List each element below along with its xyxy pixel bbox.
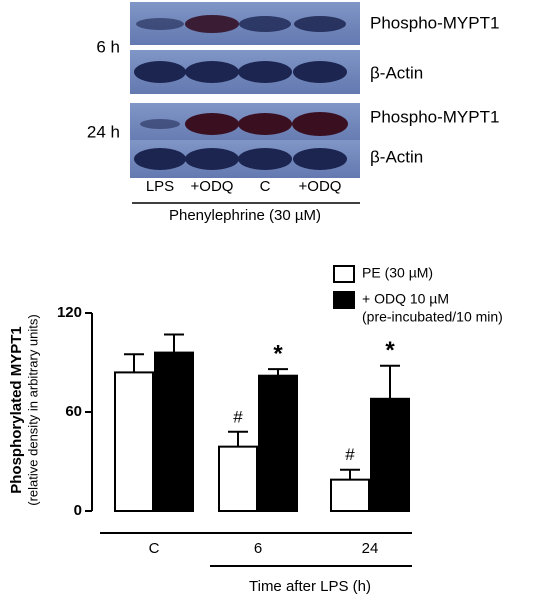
y-axis-subtitle: (relative density in arbitrary units) <box>25 314 40 505</box>
row-label: β-Actin <box>370 63 423 82</box>
significance-mark: # <box>345 445 355 464</box>
bar <box>330 478 370 512</box>
time-label: 24 h <box>87 122 120 141</box>
significance-mark: * <box>273 340 283 367</box>
x-tick-label: 6 <box>254 540 262 557</box>
legend-swatch <box>333 265 355 283</box>
significance-mark: # <box>233 407 243 426</box>
bar <box>114 371 154 512</box>
x-tick-label: C <box>149 540 160 557</box>
legend-note: (pre-incubated/10 min) <box>362 309 503 325</box>
bar <box>258 374 298 513</box>
y-tick-label: 120 <box>57 304 82 321</box>
lane-label: C <box>260 178 271 195</box>
treatment-label: Phenylephrine (30 µM) <box>169 207 321 224</box>
bar <box>370 397 410 512</box>
blot <box>130 2 360 204</box>
row-label: β-Actin <box>370 147 423 166</box>
bar <box>218 445 258 512</box>
lane-label: +ODQ <box>299 178 342 195</box>
lane-label: LPS <box>146 178 174 195</box>
time-label: 6 h <box>96 37 120 56</box>
legend-swatch <box>333 291 355 309</box>
y-tick-label: 60 <box>65 403 82 420</box>
y-axis-title: Phosphorylated MYPT1 <box>8 326 25 494</box>
significance-mark: * <box>385 337 395 364</box>
x-tick-label: 24 <box>362 540 379 557</box>
row-label: Phospho-MYPT1 <box>370 107 499 126</box>
legend-label: PE (30 µM) <box>362 265 433 281</box>
legend-label: + ODQ 10 µM <box>362 291 449 307</box>
lane-label: +ODQ <box>191 178 234 195</box>
row-label: Phospho-MYPT1 <box>370 13 499 32</box>
y-tick-label: 0 <box>74 502 82 519</box>
x-axis-title: Time after LPS (h) <box>249 578 371 595</box>
bar <box>154 351 194 512</box>
bands <box>134 15 348 170</box>
